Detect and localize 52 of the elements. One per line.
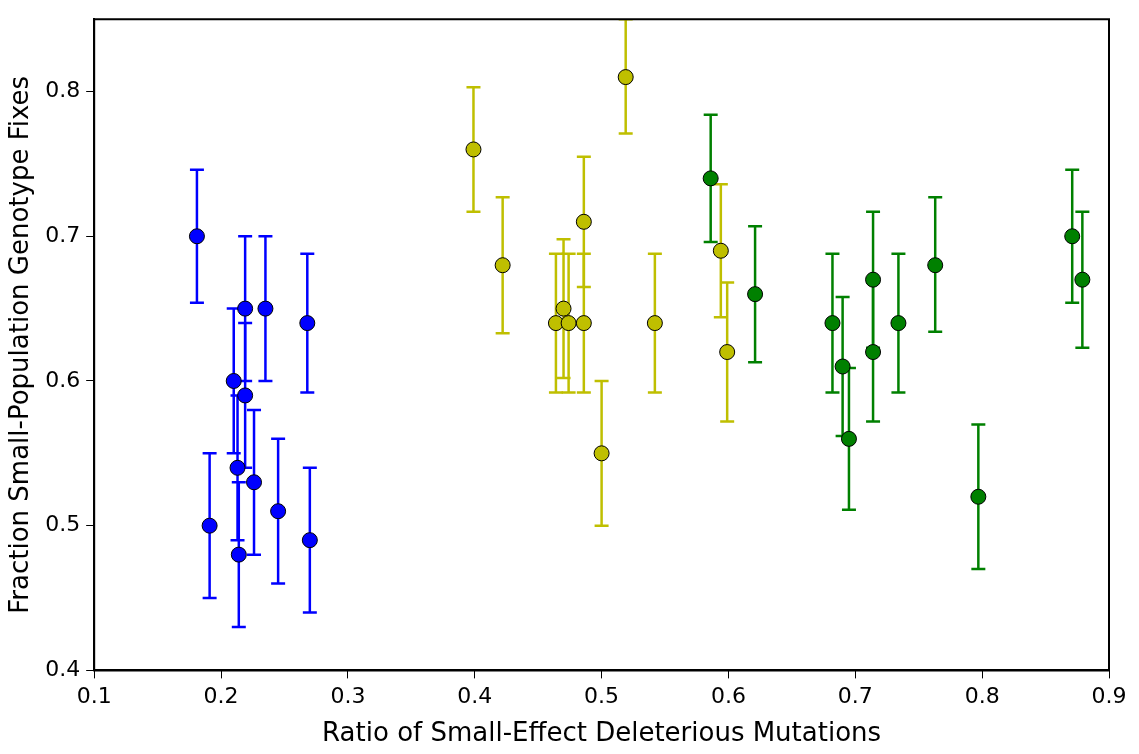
y-tick-label: 0.8 bbox=[45, 77, 81, 103]
point bbox=[201, 517, 218, 534]
point bbox=[237, 300, 254, 317]
point bbox=[824, 315, 841, 332]
x-tick-label: 0.2 bbox=[203, 683, 239, 709]
point bbox=[593, 445, 610, 462]
y-tick-label: 0.6 bbox=[45, 366, 81, 392]
point bbox=[865, 344, 882, 361]
x-tick-label: 0.9 bbox=[1091, 683, 1127, 709]
point bbox=[575, 315, 592, 332]
x-tick-label: 0.3 bbox=[330, 683, 366, 709]
point bbox=[555, 300, 572, 317]
point bbox=[246, 474, 263, 491]
x-tick-label: 0.5 bbox=[584, 683, 620, 709]
y-tick-label: 0.5 bbox=[45, 511, 81, 537]
point bbox=[1074, 271, 1091, 288]
x-tick-label: 0.7 bbox=[837, 683, 873, 709]
point bbox=[617, 69, 634, 86]
point bbox=[547, 315, 564, 332]
point bbox=[646, 315, 663, 332]
x-axis-title: Ratio of Small-Effect Deleterious Mutations bbox=[322, 717, 882, 748]
point bbox=[230, 546, 247, 563]
point bbox=[702, 170, 719, 187]
point bbox=[712, 242, 729, 259]
point bbox=[719, 344, 736, 361]
x-tick-label: 0.4 bbox=[457, 683, 493, 709]
point bbox=[560, 315, 577, 332]
point bbox=[465, 141, 482, 158]
point bbox=[494, 257, 511, 274]
point bbox=[301, 532, 318, 549]
point bbox=[299, 315, 316, 332]
point bbox=[840, 430, 857, 447]
point bbox=[1064, 228, 1081, 245]
point bbox=[270, 503, 287, 520]
point bbox=[747, 286, 764, 303]
x-tick-label: 0.1 bbox=[76, 683, 112, 709]
x-tick-label: 0.6 bbox=[710, 683, 746, 709]
point bbox=[927, 257, 944, 274]
point bbox=[970, 488, 987, 505]
point bbox=[575, 213, 592, 230]
point bbox=[237, 387, 254, 404]
point bbox=[225, 372, 242, 389]
y-tick-label: 0.4 bbox=[45, 656, 81, 682]
point bbox=[890, 315, 907, 332]
point bbox=[865, 271, 882, 288]
point bbox=[834, 358, 851, 375]
y-tick-label: 0.7 bbox=[45, 221, 81, 247]
x-tick-label: 0.8 bbox=[964, 683, 1000, 709]
point bbox=[257, 300, 274, 317]
point bbox=[188, 228, 205, 245]
y-axis-title: Fraction Small-Population Genotype Fixes bbox=[4, 75, 35, 614]
point bbox=[229, 459, 246, 476]
